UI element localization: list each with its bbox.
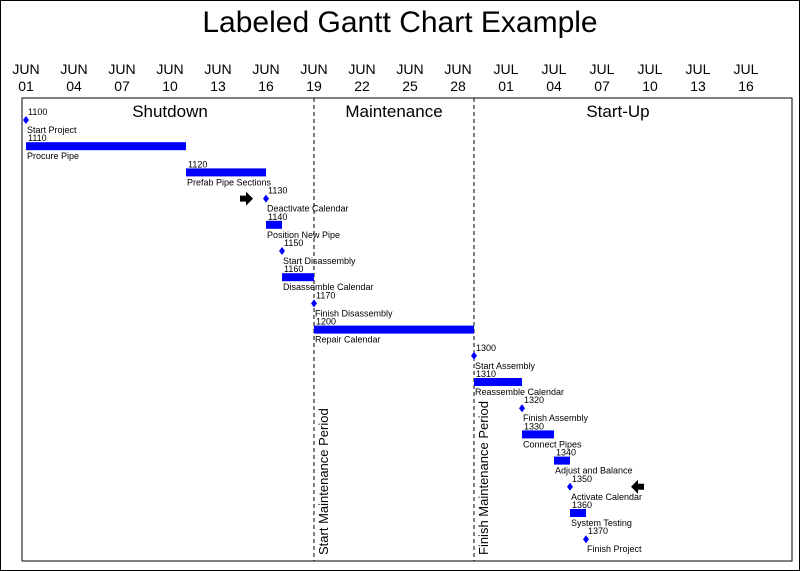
x-tick-day-label: 16: [738, 78, 754, 94]
x-tick-month-label: JUN: [252, 61, 279, 77]
task-id-label: 1160: [284, 264, 303, 274]
x-tick-day-label: 22: [354, 78, 370, 94]
task-name-label: Prefab Pipe Sections: [187, 177, 272, 187]
task-name-label: Position New Pipe: [267, 230, 340, 240]
task-id-label: 1150: [284, 238, 303, 248]
x-tick-month-label: JUL: [734, 61, 759, 77]
milestone-marker: [23, 116, 29, 124]
x-tick-day-label: 13: [690, 78, 706, 94]
task-name-label: Deactivate Calendar: [267, 204, 349, 214]
milestone-marker: [519, 404, 525, 413]
x-tick-month-label: JUN: [204, 61, 231, 77]
task-id-label: 1330: [524, 421, 544, 431]
task-id-label: 1120: [188, 159, 207, 169]
x-tick-month-label: JUN: [300, 61, 327, 77]
x-tick-month-label: JUL: [590, 61, 615, 77]
plot-area-border: [21, 97, 793, 562]
task-id-label: 1300: [476, 343, 496, 353]
x-axis: JUN01JUN04JUN07JUN10JUN13JUN16JUN19JUN22…: [12, 61, 758, 94]
reference-line-label: Finish Maintenance Period: [476, 401, 491, 555]
task-id-label: 1170: [316, 290, 335, 300]
task-name-label: Finish Project: [587, 544, 642, 554]
task-bar: [26, 142, 186, 151]
task-bar: [266, 220, 282, 229]
x-tick-day-label: 04: [546, 78, 562, 94]
x-tick-day-label: 13: [210, 78, 226, 94]
phase-layer: Shutdown Maintenance Start-Up: [132, 102, 649, 121]
milestone-marker: [311, 299, 317, 308]
task-id-label: 1370: [588, 526, 608, 536]
milestone-marker: [263, 194, 269, 203]
x-tick-month-label: JUL: [542, 61, 567, 77]
milestone-marker: [583, 535, 589, 544]
task-name-label: Start Project: [27, 125, 77, 135]
pointer-arrow-left-icon: [631, 479, 644, 494]
task-id-label: 1100: [28, 107, 47, 117]
task-bar: [474, 378, 522, 386]
x-tick-month-label: JUN: [60, 61, 87, 77]
milestone-marker: [567, 482, 573, 491]
task-id-label: 1350: [572, 474, 592, 484]
task-bar: [282, 273, 314, 282]
x-tick-month-label: JUN: [156, 61, 183, 77]
chart-title: Labeled Gantt Chart Example: [202, 6, 598, 39]
x-tick-month-label: JUN: [348, 61, 375, 77]
x-tick-month-label: JUN: [108, 61, 135, 77]
x-tick-day-label: 10: [642, 78, 658, 94]
task-name-label: Finish Assembly: [523, 413, 589, 423]
task-id-label: 1310: [476, 369, 496, 379]
x-tick-day-label: 10: [162, 78, 178, 94]
task-name-label: Activate Calendar: [571, 492, 642, 502]
task-bar: [522, 430, 554, 439]
task-bar: [554, 456, 570, 465]
task-id-label: 1130: [268, 186, 287, 196]
task-id-label: 1200: [316, 317, 336, 327]
milestone-marker: [471, 351, 477, 360]
x-tick-day-label: 19: [306, 78, 322, 94]
x-tick-day-label: 07: [594, 78, 610, 94]
task-name-label: Disassemble Calendar: [283, 282, 374, 292]
reference-line-label: Start Maintenance Period: [316, 408, 331, 555]
x-tick-day-label: 07: [114, 78, 130, 94]
task-name-label: System Testing: [571, 518, 632, 528]
task-name-label: Start Disassembly: [283, 256, 356, 266]
x-tick-month-label: JUL: [494, 61, 519, 77]
x-tick-month-label: JUN: [396, 61, 423, 77]
task-bar: [186, 168, 266, 177]
task-id-label: 1140: [268, 212, 287, 222]
x-tick-month-label: JUL: [638, 61, 663, 77]
phase-label: Shutdown: [132, 102, 208, 121]
x-tick-day-label: 28: [450, 78, 466, 94]
task-id-label: 1340: [556, 448, 576, 458]
task-name-label: Adjust and Balance: [555, 466, 633, 476]
task-id-label: 1360: [572, 500, 592, 510]
x-tick-month-label: JUL: [686, 61, 711, 77]
x-tick-day-label: 16: [258, 78, 274, 94]
pointer-arrow-right-icon: [240, 191, 253, 206]
x-tick-day-label: 01: [18, 78, 34, 94]
milestone-marker: [279, 247, 285, 255]
x-tick-day-label: 04: [66, 78, 82, 94]
x-tick-month-label: JUN: [12, 61, 39, 77]
task-bar: [570, 509, 586, 517]
task-name-label: Repair Calendar: [315, 335, 381, 345]
task-id-label: 1320: [524, 395, 544, 405]
phase-label: Maintenance: [345, 102, 442, 121]
x-tick-day-label: 01: [498, 78, 514, 94]
task-name-label: Finish Disassembly: [315, 308, 393, 318]
task-name-label: Reassemble Calendar: [475, 387, 564, 397]
task-name-label: Procure Pipe: [27, 151, 79, 161]
task-name-label: Start Assembly: [475, 361, 536, 371]
x-tick-month-label: JUN: [444, 61, 471, 77]
task-name-label: Connect Pipes: [523, 439, 582, 449]
phase-label: Start-Up: [586, 102, 649, 121]
task-id-label: 1110: [28, 133, 47, 143]
task-bar: [314, 325, 474, 334]
x-tick-day-label: 25: [402, 78, 418, 94]
